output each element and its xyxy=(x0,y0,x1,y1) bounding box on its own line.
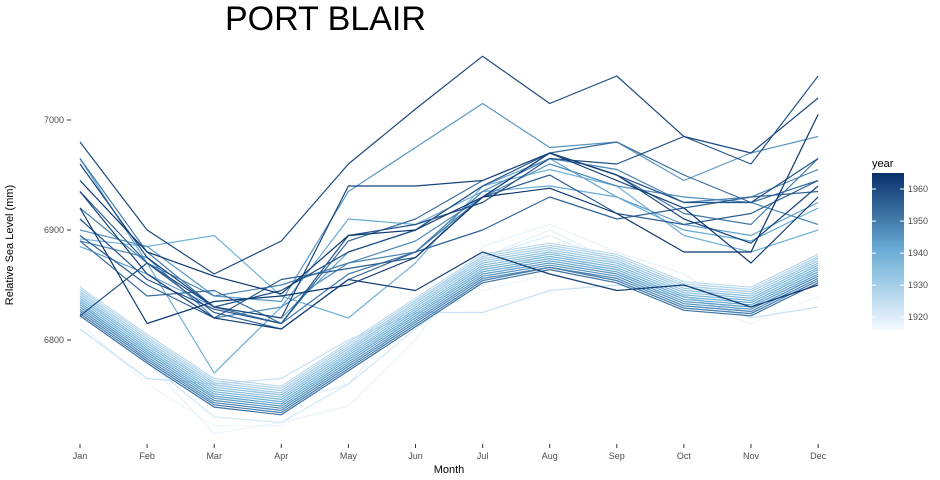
series-line-1922 xyxy=(79,251,819,424)
x-tick-label: Jan xyxy=(73,451,88,461)
x-tick-label: May xyxy=(340,451,358,461)
series-line-1959 xyxy=(79,152,819,317)
series-line-1961 xyxy=(79,152,819,319)
y-tick-label: 7000 xyxy=(44,115,64,125)
series-line-1938 xyxy=(79,255,819,400)
legend-tick-label: 1920 xyxy=(908,312,928,322)
series-line-1936 xyxy=(79,253,819,398)
legend-tick-label: 1960 xyxy=(908,184,928,194)
series-line-1918 xyxy=(79,223,819,435)
x-tick-label: Sep xyxy=(609,451,625,461)
series-line-1960 xyxy=(79,55,819,275)
series-line-1963 xyxy=(79,152,819,325)
series-line-1926 xyxy=(79,242,819,387)
legend-tick-label: 1950 xyxy=(908,216,928,226)
series-line-1962 xyxy=(79,191,819,330)
x-tick-label: Aug xyxy=(542,451,558,461)
series-line-1944 xyxy=(79,262,819,407)
series-line-1930 xyxy=(79,247,819,392)
legend: year 1920 1930 1940 1950 1960 xyxy=(872,158,928,330)
x-axis: Jan Feb Mar Apr May Jun Jul Aug Sep Oct Nov Dec xyxy=(73,444,827,461)
series-line-1945 xyxy=(79,102,819,303)
series-line-1941 xyxy=(79,158,819,374)
legend-title: year xyxy=(872,158,894,170)
x-tick-label: Mar xyxy=(206,451,222,461)
legend-tick-label: 1940 xyxy=(908,248,928,258)
series-line-1948 xyxy=(79,266,819,411)
x-tick-label: Jun xyxy=(408,451,423,461)
series-line-1934 xyxy=(79,251,819,396)
x-tick-label: Apr xyxy=(274,451,288,461)
x-tick-label: Dec xyxy=(810,451,827,461)
series-line-1964 xyxy=(79,114,819,295)
series-lines xyxy=(79,55,819,435)
x-tick-label: Oct xyxy=(677,451,692,461)
series-line-1947 xyxy=(79,163,819,319)
series-line-1953 xyxy=(79,141,819,325)
y-tick-label: 6900 xyxy=(44,225,64,235)
series-line-1928 xyxy=(79,244,819,389)
series-line-1940 xyxy=(79,258,819,403)
x-axis-label: Month xyxy=(434,464,465,476)
y-axis: 6800 6900 7000 xyxy=(44,115,71,345)
series-line-1952 xyxy=(79,269,819,416)
x-tick-label: Jul xyxy=(477,451,489,461)
x-tick-label: Feb xyxy=(139,451,155,461)
legend-colorbar xyxy=(872,173,904,330)
y-axis-label: Relative Sea Level (mm) xyxy=(4,185,16,305)
x-tick-label: Nov xyxy=(743,451,760,461)
legend-ticks: 1920 1930 1940 1950 1960 xyxy=(872,184,928,322)
series-line-1946 xyxy=(79,264,819,409)
legend-tick-label: 1930 xyxy=(908,280,928,290)
series-line-1951 xyxy=(79,152,819,325)
series-line-1949 xyxy=(79,157,819,297)
series-line-1920 xyxy=(79,234,819,396)
series-line-1942 xyxy=(79,260,819,405)
chart-title: PORT BLAIR xyxy=(225,0,426,38)
y-tick-label: 6800 xyxy=(44,335,64,345)
series-line-1950 xyxy=(79,266,819,414)
series-line-1919 xyxy=(79,229,819,405)
